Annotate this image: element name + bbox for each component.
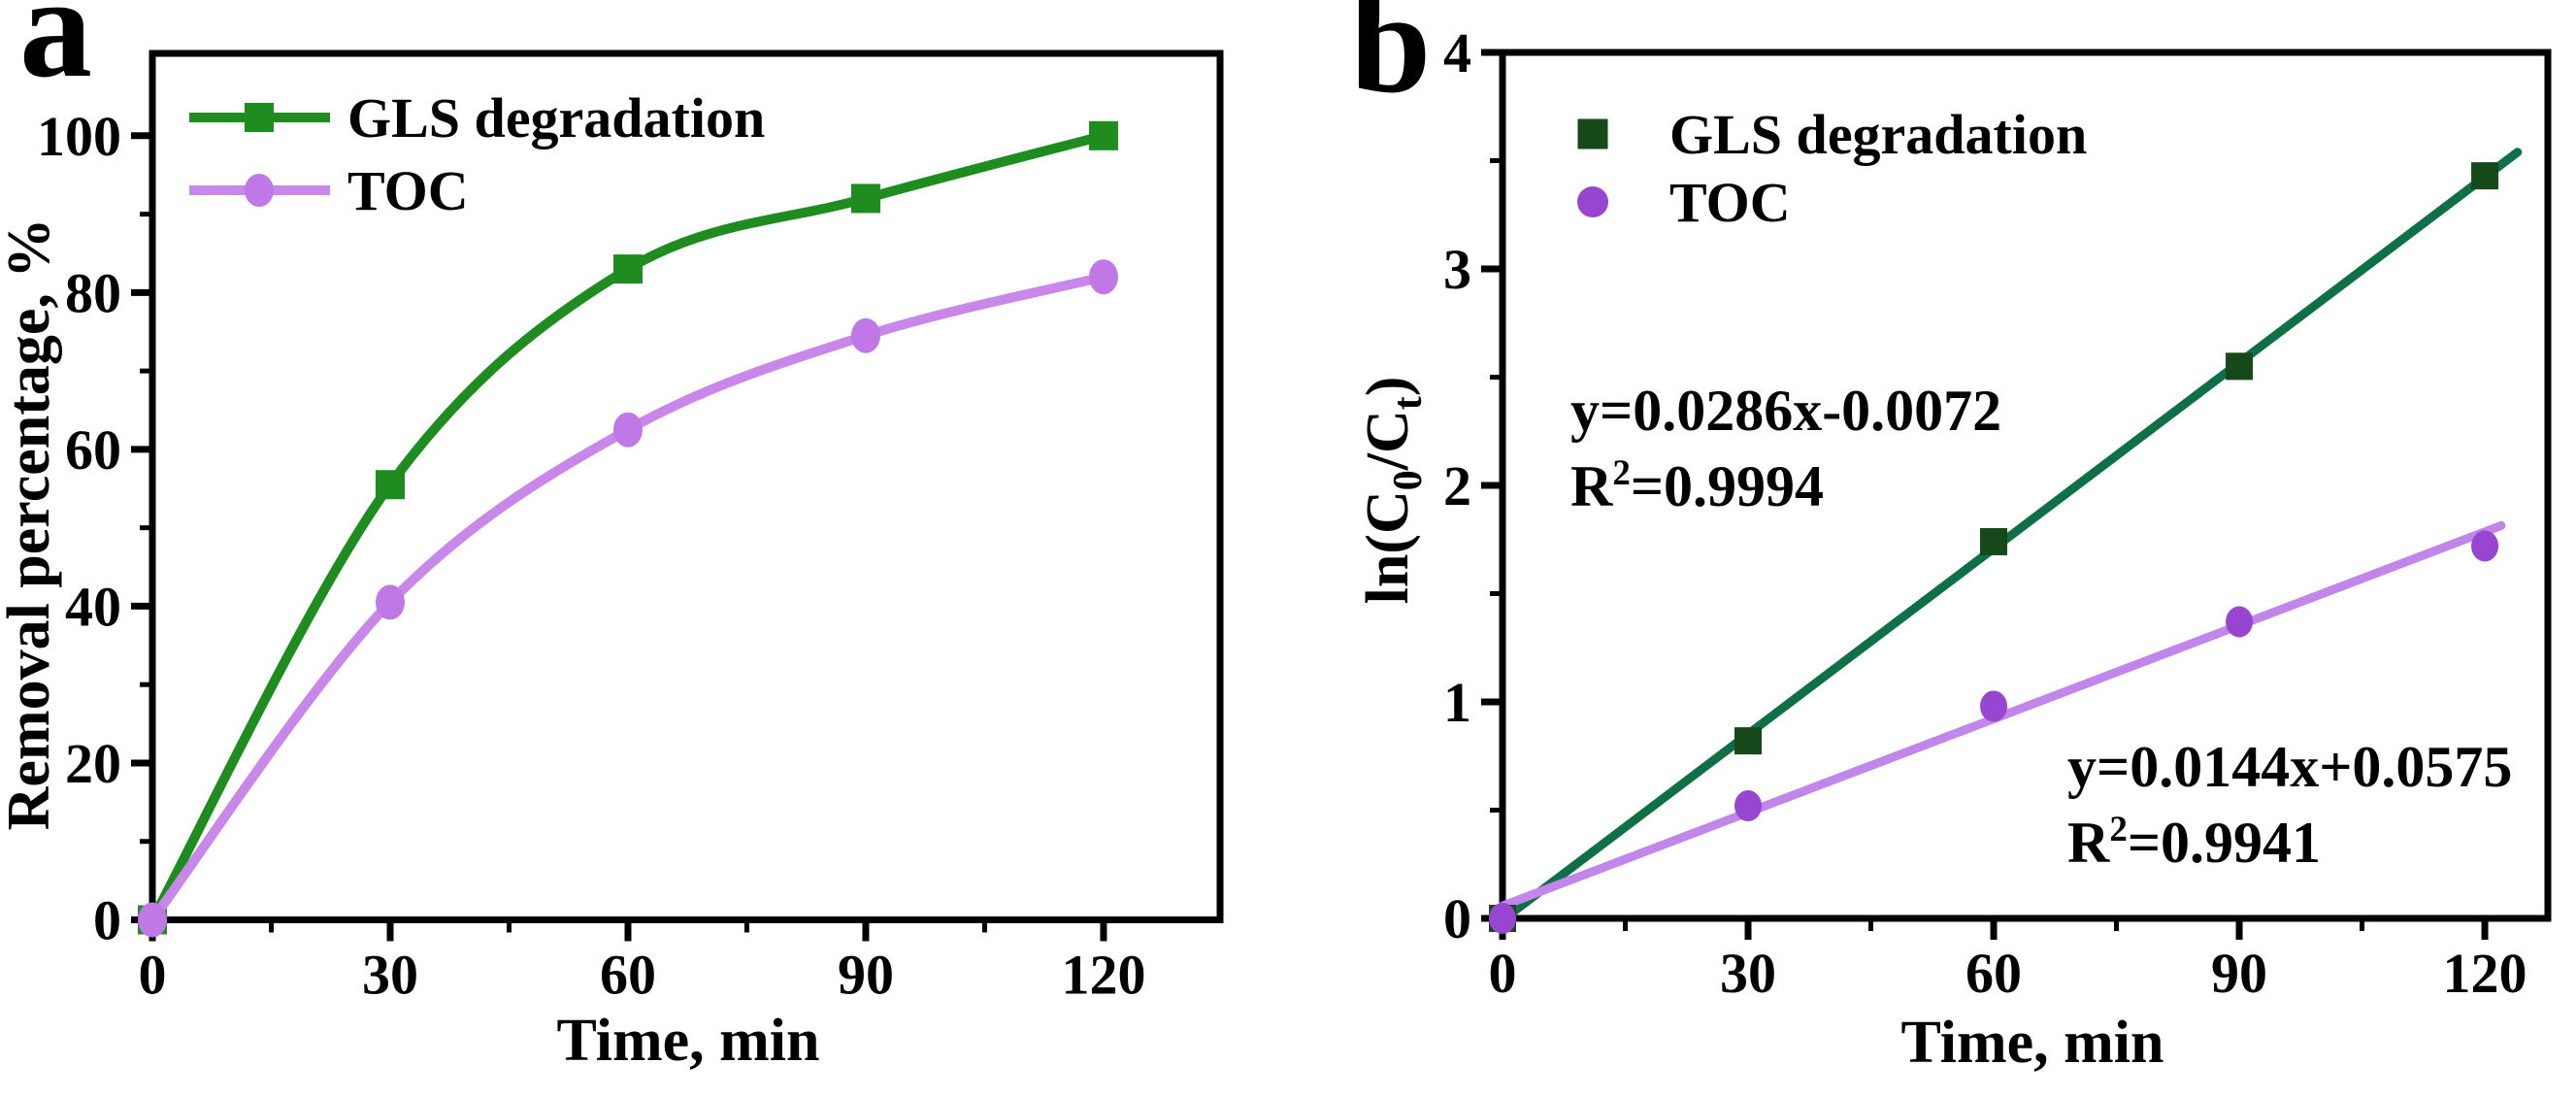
- legend-label: GLS degradation: [347, 86, 765, 150]
- legend-label: GLS degradation: [1669, 103, 2087, 166]
- x-axis-title: Time, min: [557, 1008, 820, 1074]
- panel-a-legend: GLS degradation TOC: [189, 86, 765, 222]
- data-point-circle: [1088, 259, 1118, 295]
- x-tick-label: 90: [2211, 942, 2267, 1005]
- fit-annotation-1: y=0.0144x+0.0575 R2=0.9941: [2067, 735, 2512, 875]
- data-point-circle: [2226, 606, 2254, 638]
- x-tick-label: 30: [1720, 942, 1776, 1005]
- panel-b-plot: 0 30 60 90 120 0 1 2 3 4 Time, min ln(C0/Ct) GLS deg…: [1355, 21, 2552, 1076]
- data-point-square: [375, 470, 405, 500]
- x-tick-label: 60: [600, 944, 656, 1007]
- data-point-circle: [1489, 903, 1516, 934]
- x-tick-label: 0: [1489, 942, 1517, 1005]
- fit-annotation-0: y=0.0286x-0.0072 R2=0.9994: [1570, 379, 2001, 518]
- x-tick-label: 90: [838, 944, 894, 1007]
- legend-square-marker: [1577, 118, 1608, 150]
- y-tick-label: 100: [37, 105, 121, 168]
- fit-equation: y=0.0286x-0.0072: [1570, 379, 2001, 443]
- data-point-circle: [1980, 690, 2008, 722]
- data-point-circle: [850, 317, 880, 353]
- fit-equation: y=0.0144x+0.0575: [2067, 735, 2512, 799]
- y-tick-label: 0: [93, 889, 121, 952]
- data-point-circle: [375, 584, 405, 620]
- panel-a-letter: a: [19, 0, 92, 108]
- data-point-square: [612, 254, 643, 284]
- panel-b-series: [1489, 148, 2523, 934]
- data-point-circle: [1734, 790, 1763, 822]
- data-point-circle: [612, 412, 643, 448]
- x-tick-label: 60: [1965, 942, 2022, 1005]
- fit-r-squared: R2=0.9994: [1570, 453, 1824, 518]
- legend-item-1: TOC: [1577, 171, 1791, 234]
- y-tick-label: 1: [1443, 671, 1471, 734]
- legend-square-marker: [245, 103, 274, 132]
- panel-b-letter: b: [1350, 0, 1432, 123]
- legend-item-0: GLS degradation: [189, 86, 765, 150]
- legend-item-1: TOC: [189, 159, 469, 222]
- data-point-square: [1980, 527, 2008, 555]
- legend-label: TOC: [1669, 171, 1791, 234]
- series-line-1: [148, 272, 1108, 925]
- x-tick-label: 120: [1061, 944, 1145, 1007]
- data-point-circle: [138, 902, 167, 938]
- plot-frame: [149, 50, 1224, 923]
- data-point-square: [1088, 120, 1118, 150]
- data-point-square: [2471, 162, 2499, 190]
- y-tick-label: 3: [1443, 238, 1471, 301]
- panel-a-series: [138, 120, 1118, 938]
- series-line-0: [148, 130, 1108, 925]
- y-tick-label: 40: [65, 575, 121, 638]
- y-tick-label: 20: [65, 732, 121, 795]
- y-axis-title: ln(C0/Ct): [1355, 377, 1431, 605]
- legend-circle-marker: [1577, 186, 1608, 217]
- legend-circle-marker: [245, 174, 274, 207]
- legend-label: TOC: [347, 159, 469, 222]
- y-tick-label: 60: [65, 418, 121, 482]
- y-tick-label: 0: [1443, 887, 1471, 950]
- panel-a-axes: 0 30 60 90 120 0 20 40 60 80 100 Time, min Removal p…: [0, 50, 1224, 1074]
- data-point-square: [1734, 727, 1763, 755]
- x-tick-label: 30: [362, 944, 418, 1007]
- y-tick-label: 4: [1443, 21, 1471, 84]
- data-point-square: [2226, 352, 2254, 381]
- data-point-circle: [2471, 530, 2499, 562]
- y-tick-label: 2: [1443, 454, 1471, 517]
- panel-b-axes: 0 30 60 90 120 0 1 2 3 4 Time, min ln(C0/Ct): [1355, 21, 2552, 1076]
- fit-line-0: [1498, 148, 2523, 925]
- fit-r-squared: R2=0.9941: [2067, 810, 2321, 875]
- x-tick-label: 120: [2443, 942, 2527, 1005]
- y-tick-label: 80: [65, 261, 121, 324]
- x-axis-title: Time, min: [1901, 1010, 2164, 1076]
- x-tick-label: 0: [139, 944, 167, 1007]
- y-axis-title: Removal percentage, %: [0, 218, 62, 831]
- data-point-square: [850, 183, 880, 214]
- panel-a-plot: 0 30 60 90 120 0 20 40 60 80 100 Time, min Removal p…: [0, 50, 1224, 1074]
- legend-item-0: GLS degradation: [1577, 103, 2087, 166]
